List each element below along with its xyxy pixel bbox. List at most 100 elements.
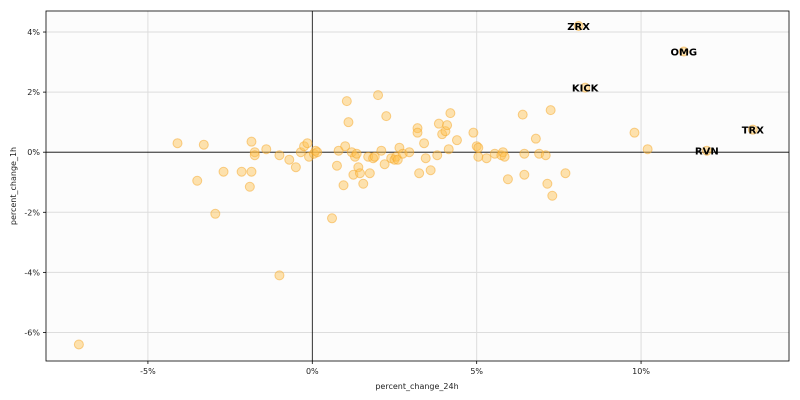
scatter-point [236, 166, 247, 177]
x-axis-ticks: -5% 0% 5% 10% [140, 361, 650, 376]
x-tick-label: -5% [140, 367, 156, 376]
scatter-point [192, 175, 203, 186]
scatter-point [284, 154, 295, 165]
scatter-point [312, 147, 323, 158]
scatter-point [368, 153, 379, 164]
scatter-point [381, 111, 392, 122]
scatter-point [261, 144, 272, 155]
scatter-point [433, 118, 444, 129]
scatter-point [376, 145, 387, 156]
scatter-point [517, 109, 528, 120]
scatter-point [701, 145, 712, 156]
scatter-point [354, 168, 365, 179]
scatter-point [369, 151, 380, 162]
scatter-point [340, 141, 351, 152]
scatter-point [310, 145, 321, 156]
plot-background [46, 11, 789, 361]
scatter-point [172, 138, 183, 149]
scatter-point [331, 160, 342, 171]
gridlines [46, 11, 789, 361]
scatter-point [642, 144, 653, 155]
x-tick-label: 0% [306, 367, 319, 376]
scatter-point [502, 174, 513, 185]
scatter-point [379, 159, 390, 170]
scatter-point [364, 168, 375, 179]
scatter-point [73, 339, 84, 350]
scatter-point [246, 136, 257, 147]
y-tick-label: -6% [24, 328, 40, 337]
scatter-point [249, 150, 260, 161]
scatter-point [432, 150, 443, 161]
scatter-point [327, 213, 338, 224]
scatter-point [419, 138, 430, 149]
y-tick-label: -2% [24, 208, 40, 217]
scatter-point [545, 105, 556, 116]
y-tick-label: 0% [27, 148, 40, 157]
scatter-point [473, 142, 484, 153]
scatter-point [249, 147, 260, 158]
scatter-point [210, 208, 221, 219]
scatter-point [442, 120, 453, 131]
scatter-point [198, 139, 209, 150]
scatter-point [341, 96, 352, 107]
scatter-point [358, 178, 369, 189]
scatter-point [440, 126, 451, 137]
plot-frame [45, 10, 790, 362]
y-tick-label: -4% [24, 268, 40, 277]
scatter-point [425, 165, 436, 176]
scatter-point [274, 150, 285, 161]
scatter-point [353, 162, 364, 173]
x-tick-label: 10% [632, 367, 650, 376]
scatter-point [412, 127, 423, 138]
scatter-point [351, 148, 362, 159]
scatter-point [389, 154, 400, 165]
scatter-point [530, 133, 541, 144]
data-points [73, 21, 758, 350]
scatter-point [580, 82, 591, 93]
scatter-point [542, 178, 553, 189]
scatter-point [394, 142, 405, 153]
x-axis-label: percent_change_24h [375, 382, 458, 391]
y-tick-label: 2% [27, 88, 40, 97]
y-axis-label: percent_change_1h [9, 147, 18, 225]
scatter-point [338, 180, 349, 191]
scatter-point [471, 141, 482, 152]
point-labels: ZRX OMG KICK TRX RVN [567, 22, 764, 158]
scatter-point [302, 138, 313, 149]
zero-lines [46, 11, 789, 361]
scatter-point [445, 108, 456, 119]
scatter-point [404, 147, 415, 158]
scatter-point [443, 144, 454, 155]
scatter-point [747, 124, 758, 135]
point-label-zrx: ZRX [567, 22, 590, 33]
scatter-point [246, 166, 257, 177]
point-label-omg: OMG [670, 48, 697, 59]
scatter-point [414, 168, 425, 179]
scatter-point [290, 162, 301, 173]
scatter-point [468, 127, 479, 138]
scatter-point [519, 169, 530, 180]
scatter-point [573, 21, 584, 32]
point-label-rvn: RVN [695, 147, 719, 158]
scatter-point [274, 270, 285, 281]
y-tick-label: 4% [27, 28, 40, 37]
scatter-point [244, 181, 255, 192]
point-label-kick: KICK [572, 84, 600, 95]
scatter-point [678, 46, 689, 57]
scatter-point [560, 168, 571, 179]
y-axis-ticks: -6% -4% -2% 0% 2% 4% [24, 28, 46, 337]
scatter-point [350, 151, 361, 162]
scatter-point [629, 127, 640, 138]
scatter-point [451, 135, 462, 146]
scatter-point [481, 153, 492, 164]
scatter-point [499, 151, 510, 162]
point-label-trx: TRX [742, 126, 765, 137]
scatter-point [373, 90, 384, 101]
scatter-point [473, 151, 484, 162]
scatter-point [304, 151, 315, 162]
scatter-point [547, 190, 558, 201]
scatter-point [540, 150, 551, 161]
scatter-point [295, 147, 306, 158]
x-tick-label: 5% [470, 367, 483, 376]
